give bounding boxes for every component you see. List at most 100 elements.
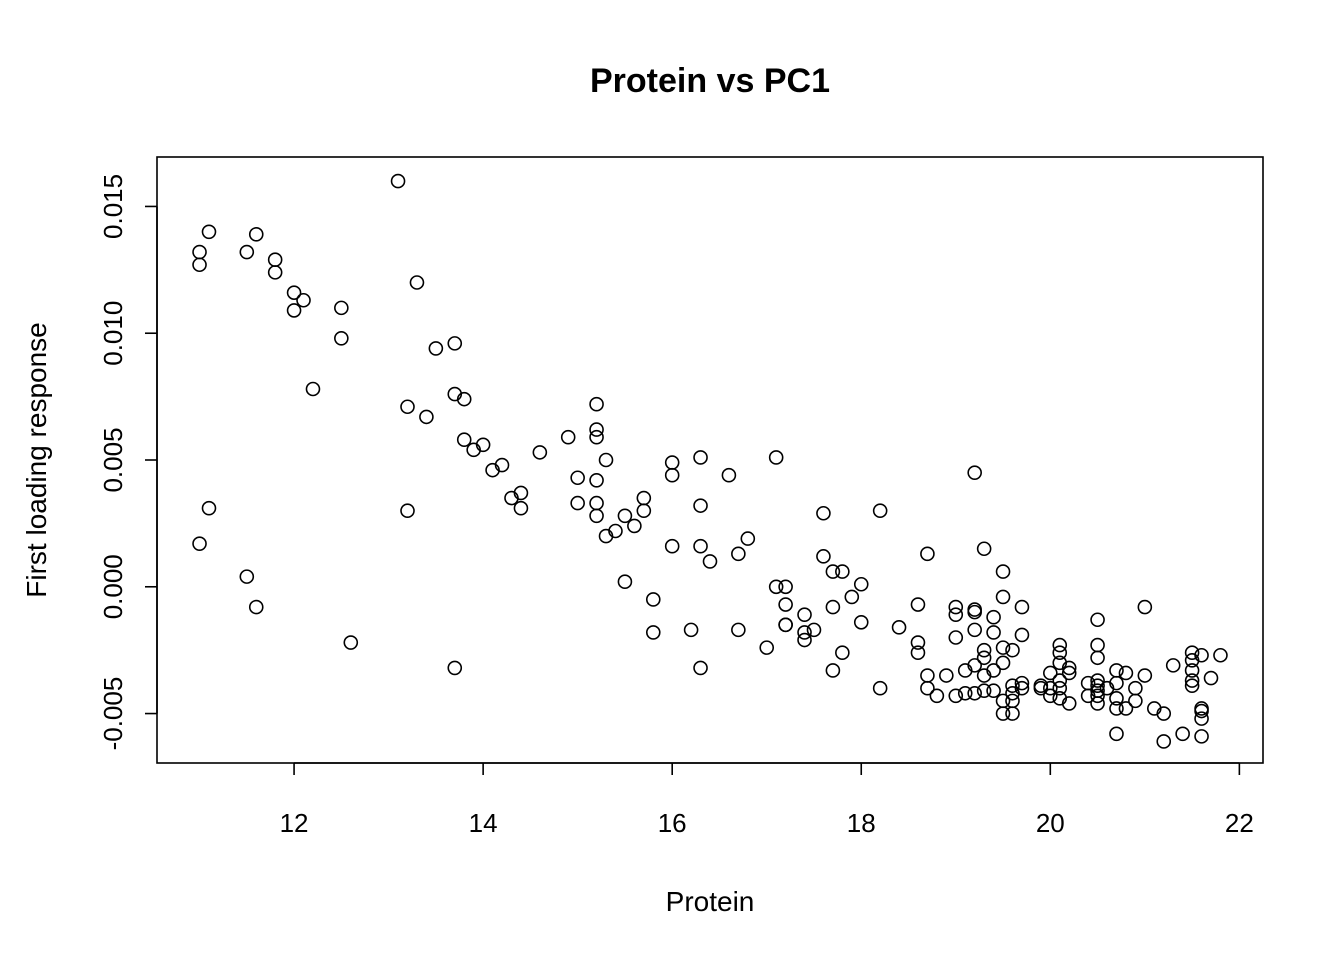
data-point bbox=[1061, 665, 1077, 681]
data-point bbox=[645, 592, 661, 607]
data-point bbox=[475, 437, 491, 453]
x-tick-label: 18 bbox=[847, 808, 876, 838]
data-point bbox=[447, 660, 463, 676]
y-axis: -0.005 0.000 0.005 0.010 0.015 bbox=[98, 174, 158, 750]
data-point bbox=[456, 432, 472, 448]
data-point bbox=[1014, 627, 1030, 643]
data-point bbox=[1052, 680, 1068, 696]
data-point bbox=[1090, 678, 1105, 693]
data-point bbox=[948, 630, 964, 645]
data-point bbox=[995, 564, 1011, 579]
data-point bbox=[1165, 658, 1181, 673]
data-point bbox=[986, 609, 1001, 625]
data-point bbox=[957, 685, 973, 701]
data-point bbox=[844, 589, 860, 605]
data-point bbox=[1156, 734, 1172, 749]
x-axis: 12 14 16 18 20 22 bbox=[280, 762, 1254, 838]
data-point bbox=[872, 503, 888, 519]
data-point bbox=[976, 642, 992, 658]
data-point bbox=[910, 597, 926, 612]
data-point bbox=[1052, 645, 1068, 661]
data-point bbox=[1005, 678, 1020, 693]
data-point bbox=[778, 597, 793, 612]
data-point bbox=[589, 429, 604, 445]
data-point bbox=[1005, 642, 1020, 658]
data-point bbox=[835, 564, 850, 579]
data-point bbox=[1194, 647, 1209, 663]
data-point bbox=[683, 622, 699, 638]
data-point bbox=[976, 650, 992, 666]
data-point bbox=[872, 680, 888, 696]
data-point bbox=[296, 292, 311, 308]
data-point bbox=[532, 445, 548, 460]
data-point bbox=[816, 549, 831, 564]
data-point bbox=[816, 505, 831, 521]
data-point bbox=[664, 538, 680, 554]
data-point bbox=[409, 275, 425, 290]
data-point bbox=[598, 452, 614, 468]
data-point bbox=[920, 546, 935, 562]
data-point bbox=[1061, 660, 1077, 676]
data-point bbox=[589, 508, 604, 524]
data-point bbox=[768, 579, 784, 595]
y-tick-label: 0.015 bbox=[98, 174, 128, 239]
data-point bbox=[1033, 680, 1049, 696]
data-point bbox=[986, 683, 1001, 699]
y-axis-label: First loading response bbox=[21, 322, 52, 597]
data-point bbox=[494, 457, 510, 473]
data-point bbox=[1184, 678, 1200, 693]
data-point bbox=[778, 617, 793, 633]
data-point bbox=[797, 607, 812, 622]
data-point bbox=[976, 541, 992, 557]
chart-title: Protein vs PC1 bbox=[590, 62, 830, 100]
data-point bbox=[1184, 673, 1200, 688]
data-point bbox=[1184, 663, 1200, 678]
y-tick-label: 0.010 bbox=[98, 301, 128, 366]
data-point bbox=[305, 381, 321, 397]
data-points bbox=[192, 173, 1228, 749]
data-point bbox=[1194, 703, 1209, 719]
data-point bbox=[617, 508, 633, 524]
data-point bbox=[1052, 637, 1068, 653]
data-point bbox=[929, 688, 945, 704]
data-point bbox=[1043, 680, 1058, 696]
data-point bbox=[1175, 726, 1190, 742]
x-axis-label: Protein bbox=[666, 886, 755, 917]
data-point bbox=[664, 467, 680, 483]
data-point bbox=[967, 604, 982, 620]
data-point bbox=[702, 554, 718, 569]
data-point bbox=[693, 538, 708, 554]
data-point bbox=[948, 688, 964, 704]
data-point bbox=[589, 472, 604, 488]
data-point bbox=[835, 645, 850, 661]
data-point bbox=[1184, 645, 1200, 661]
data-point bbox=[201, 500, 217, 516]
data-point bbox=[201, 224, 217, 240]
data-point bbox=[986, 625, 1001, 640]
data-point bbox=[1090, 612, 1105, 628]
data-point bbox=[343, 635, 359, 650]
data-point bbox=[967, 685, 982, 701]
data-point bbox=[1005, 706, 1020, 721]
data-point bbox=[967, 465, 982, 480]
data-point bbox=[1052, 673, 1068, 688]
data-point bbox=[1128, 693, 1143, 709]
data-point bbox=[1061, 696, 1077, 711]
data-point bbox=[1043, 665, 1058, 681]
data-point bbox=[1014, 599, 1030, 615]
data-point bbox=[608, 523, 623, 539]
data-point bbox=[570, 470, 585, 486]
data-point bbox=[853, 576, 869, 592]
data-point bbox=[948, 599, 964, 615]
data-point bbox=[400, 399, 415, 415]
x-tick-label: 12 bbox=[280, 808, 309, 838]
data-point bbox=[636, 503, 652, 519]
data-point bbox=[1109, 675, 1124, 691]
data-point bbox=[1090, 673, 1105, 688]
data-point bbox=[334, 300, 349, 316]
data-point bbox=[1090, 688, 1105, 704]
data-point bbox=[1137, 599, 1153, 615]
data-point bbox=[853, 614, 869, 630]
